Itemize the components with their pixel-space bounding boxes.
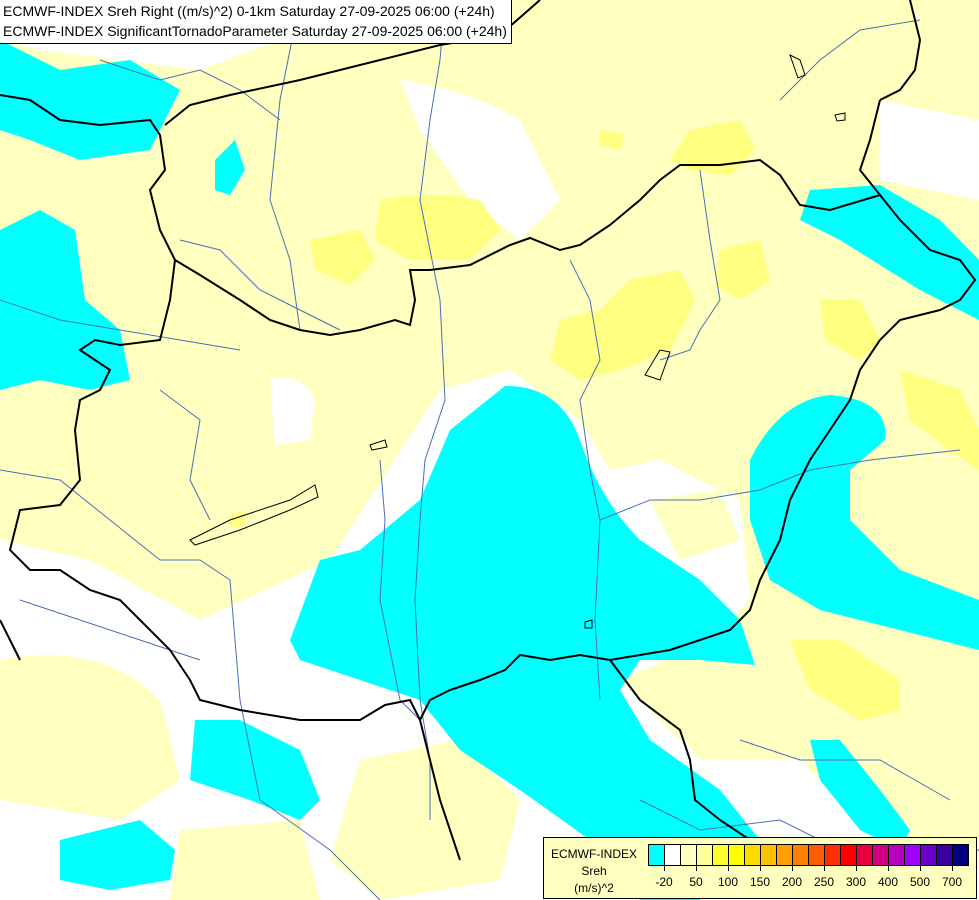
legend-tick: [856, 866, 857, 871]
legend-tick: [888, 866, 889, 871]
map-title-line-1: ECMWF-INDEX Sreh Right ((m/s)^2) 0-1km S…: [3, 3, 495, 19]
cyan-regions: [0, 40, 979, 900]
legend-tick-label: 150: [749, 875, 771, 889]
map-title-box: ECMWF-INDEX Sreh Right ((m/s)^2) 0-1km S…: [0, 0, 512, 44]
yellow-regions: [230, 120, 979, 720]
light-yellow-regions: [0, 490, 979, 900]
legend-swatch: [857, 845, 873, 865]
legend-tick-label: 200: [781, 875, 803, 889]
legend-swatch: [841, 845, 857, 865]
legend-swatch: [697, 845, 713, 865]
legend-swatch: [905, 845, 921, 865]
legend-swatch: [953, 845, 968, 865]
legend-swatch: [937, 845, 953, 865]
legend-tick: [792, 866, 793, 871]
legend-ticks: -20 50 100 150 200 250 300 400 500 700: [648, 866, 970, 896]
color-legend: ECMWF-INDEX Sreh (m/s)^2 -20 50 100 150 200 2…: [543, 837, 977, 899]
legend-title: ECMWF-INDEX Sreh (m/s)^2: [548, 846, 640, 897]
legend-tick-label: -20: [655, 875, 673, 889]
legend-tick: [728, 866, 729, 871]
legend-source: ECMWF-INDEX: [551, 847, 637, 861]
legend-tick: [920, 866, 921, 871]
legend-swatch: [921, 845, 937, 865]
legend-swatch: [761, 845, 777, 865]
legend-swatch: [713, 845, 729, 865]
legend-swatch: [793, 845, 809, 865]
legend-tick-label: 100: [717, 875, 739, 889]
legend-swatch: [825, 845, 841, 865]
legend-swatch: [873, 845, 889, 865]
legend-variable: Sreh: [581, 864, 607, 878]
legend-tick-label: 400: [877, 875, 899, 889]
legend-tick-label: 300: [845, 875, 867, 889]
legend-tick-label: 700: [941, 875, 963, 889]
lakes: [189, 54, 846, 629]
legend-swatch: [729, 845, 745, 865]
legend-tick-label: 500: [909, 875, 931, 889]
legend-unit: (m/s)^2: [574, 881, 614, 895]
legend-tick: [952, 866, 953, 871]
country-borders: [0, 0, 977, 861]
legend-color-bar: [648, 844, 969, 866]
legend-swatch: [889, 845, 905, 865]
legend-tick: [824, 866, 825, 871]
legend-swatch: [809, 845, 825, 865]
legend-tick: [664, 866, 665, 871]
legend-swatch: [649, 845, 665, 865]
legend-swatch: [665, 845, 681, 865]
map-title-line-2: ECMWF-INDEX SignificantTornadoParameter …: [3, 23, 507, 39]
legend-tick-label: 50: [689, 875, 703, 889]
legend-swatch: [777, 845, 793, 865]
legend-tick-label: 250: [813, 875, 835, 889]
legend-swatch: [745, 845, 761, 865]
legend-tick: [696, 866, 697, 871]
legend-swatch: [681, 845, 697, 865]
legend-tick: [760, 866, 761, 871]
